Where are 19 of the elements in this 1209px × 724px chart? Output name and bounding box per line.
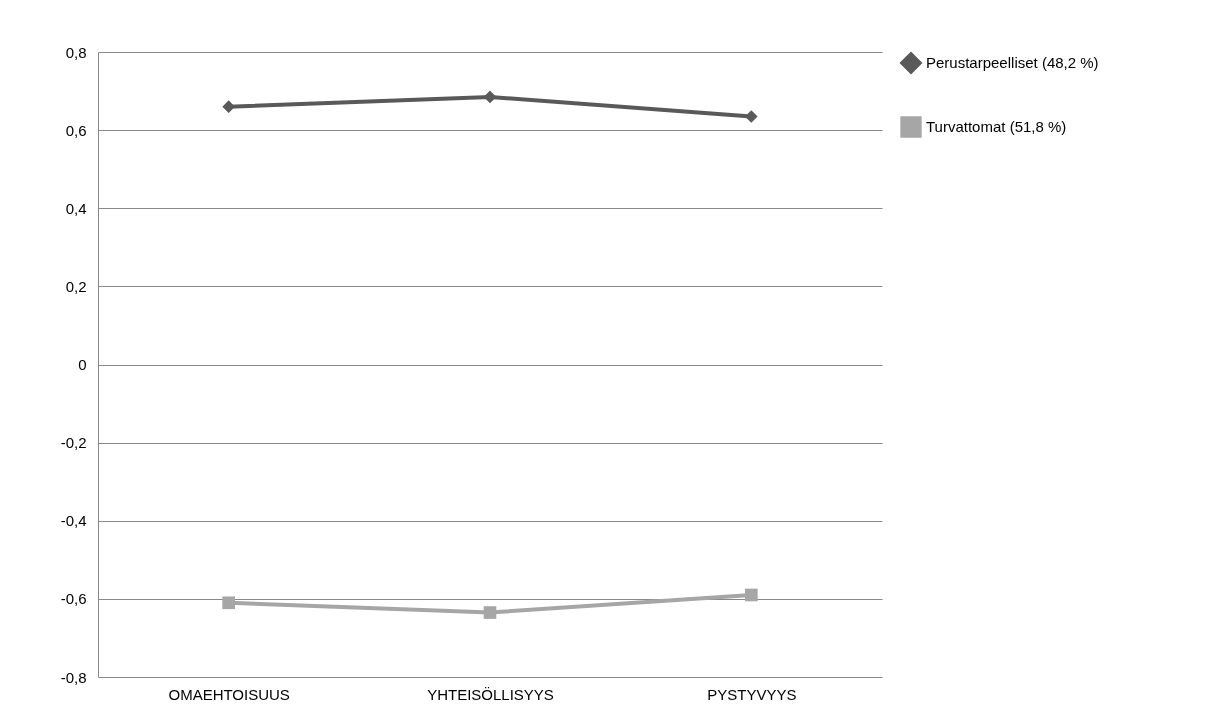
x-tick-label: OMAEHTOISUUS xyxy=(168,685,290,703)
y-tick-label: 0,8 xyxy=(65,43,87,61)
x-tick-label: PYSTYVYYS xyxy=(707,685,797,703)
y-tick-label: -0,2 xyxy=(60,434,87,452)
y-tick-label: 0,4 xyxy=(65,199,87,217)
y-tick-label: -0,4 xyxy=(60,512,87,530)
legend-label: Turvattomat (51,8 %) xyxy=(926,118,1067,135)
point xyxy=(222,100,235,114)
y-tick-label: -0,8 xyxy=(60,668,87,686)
x-tick-label: YHTEISÖLLISYYS xyxy=(427,685,554,703)
point xyxy=(483,606,497,619)
point xyxy=(222,596,235,610)
y-tick-label: 0 xyxy=(78,356,87,373)
y-tick-label: 0,6 xyxy=(65,121,87,139)
y-tick-label: 0,2 xyxy=(65,277,87,295)
point xyxy=(745,588,758,602)
point xyxy=(483,90,497,104)
y-tick-label: -0,6 xyxy=(60,590,87,608)
legend-label: Perustarpeelliset (48,2 %) xyxy=(926,54,1099,71)
